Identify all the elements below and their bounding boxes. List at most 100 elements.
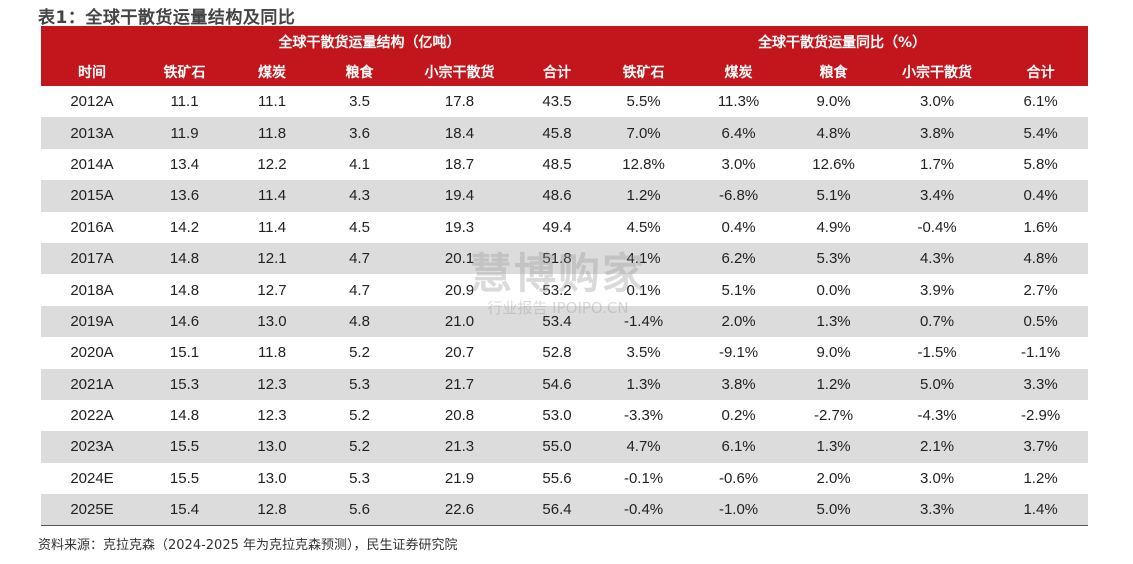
table-cell: 15.4 [143, 494, 226, 527]
table-cell: 22.6 [401, 494, 518, 527]
table-cell: 3.0% [721, 155, 756, 173]
table-cell: 12.8% [622, 155, 665, 173]
table-cell: 11.8 [257, 344, 287, 362]
table-cell: 20.8 [444, 407, 475, 425]
table-cell: 0.2% [721, 407, 756, 425]
table-cell: 4.1% [596, 242, 692, 275]
table-cell: 11.1 [170, 93, 199, 111]
table-cell: 53.0 [542, 407, 572, 425]
table-row: 2015A 13.6 11.4 4.3 19.4 48.6 1.2% -6.8% 5.1% 3.4… [41, 180, 1089, 212]
row-year-cell: 2025E [41, 494, 143, 527]
table-cell: 43.5 [542, 93, 572, 111]
column-header: 铁矿石 [143, 57, 226, 86]
table-cell: 5.2 [349, 344, 370, 362]
table-cell: 3.3% [881, 494, 994, 527]
table-cell: 4.7 [318, 242, 401, 275]
table-cell: -4.3% [917, 407, 957, 425]
table-cell: 4.7 [349, 281, 370, 299]
table-cell: 3.0% [919, 93, 955, 111]
table-cell: 5.3% [786, 242, 882, 275]
table-cell: 5.2 [318, 431, 401, 463]
row-year-cell: 2021A [41, 368, 143, 400]
column-header: 粮食 [786, 57, 882, 86]
header-group-row: 全球干散货运量结构（亿吨） 全球干散货运量同比（%） [41, 26, 1089, 57]
table-cell: 5.3 [349, 469, 370, 487]
table-cell: 1.3% [786, 305, 882, 338]
table-row: 2019A 14.6 13.0 4.8 21.0 53.4 -1.4% 2.0% 1.3% 0.7… [41, 305, 1089, 338]
table-cell: 18.4 [401, 117, 518, 149]
table-cell: 5.1% [786, 180, 882, 212]
column-header: 合计 [993, 57, 1089, 86]
table-cell: 12.2 [257, 155, 287, 173]
table-cell: 14.8 [143, 242, 226, 275]
table-cell: 1.7% [919, 155, 955, 173]
row-year-cell: 2015A [41, 180, 143, 212]
table-cell: 0.5% [993, 305, 1089, 338]
row-year-cell: 2023A [41, 431, 143, 463]
table-cell: 6.4% [691, 117, 787, 149]
header-group-yoy: 全球干散货运量同比（%） [596, 26, 1089, 57]
table-cell: 3.5 [349, 93, 370, 111]
table-cell: 15.1 [169, 344, 200, 362]
dry-bulk-table: 全球干散货运量结构（亿吨） 全球干散货运量同比（%） 时间 铁矿石 煤炭 粮食 小宗干散… [41, 26, 1089, 527]
table-cell: 48.6 [518, 180, 597, 212]
source-note: 资料来源：克拉克森（2024-2025 年为克拉克森预测），民生证券研究院 [38, 538, 458, 553]
table-cell: 56.4 [518, 494, 597, 527]
table-cell: 55.0 [518, 431, 597, 463]
table-cell: 5.2 [349, 407, 370, 425]
table-cell: 51.8 [518, 242, 597, 275]
table-cell: 11.8 [226, 117, 318, 149]
table-row: 2024E 15.5 13.0 5.3 21.9 55.6 -0.1% -0.6% 2.0% 3.… [41, 463, 1088, 494]
table-cell: 12.3 [226, 368, 318, 400]
table-cell: 5.0% [881, 368, 994, 400]
table-cell: 21.0 [401, 305, 518, 338]
column-header: 粮食 [318, 57, 401, 86]
table-cell: 5.5% [626, 93, 661, 111]
table-cell: -2.7% [813, 407, 854, 425]
table-cell: 5.4% [993, 117, 1089, 149]
table-cell: 54.6 [518, 368, 597, 400]
table-cell: 11.4 [257, 218, 287, 236]
table-cell: 1.2% [786, 368, 882, 400]
table-cell: 4.8 [318, 305, 401, 338]
table-cell: 0.0% [816, 281, 851, 299]
table-cell: 48.5 [542, 155, 572, 173]
table-cell: 0.4% [993, 180, 1089, 212]
table-cell: 17.8 [444, 93, 475, 111]
row-year-cell: 2016A [70, 218, 114, 236]
table-row: 2013A 11.9 11.8 3.6 18.4 45.8 7.0% 6.4% 4.8% 3.8%… [41, 117, 1089, 149]
column-header: 煤炭 [226, 57, 318, 86]
row-year-cell: 2018A [70, 281, 114, 299]
table-cell: 15.3 [143, 368, 226, 400]
table-cell: 7.0% [596, 117, 692, 149]
column-header: 铁矿石 [596, 57, 692, 86]
table-cell: 9.0% [816, 93, 851, 111]
table-cell: 3.0% [919, 469, 955, 487]
table-cell: 3.9% [919, 281, 955, 299]
table-cell: -0.6% [718, 469, 759, 487]
table-cell: -1.5% [917, 344, 957, 362]
table-cell: 11.3% [717, 93, 760, 111]
table-row: 2022A 14.8 12.3 5.2 20.8 53.0 -3.3% 0.2% -2.7% -4… [41, 400, 1088, 431]
table-cell: 1.2% [596, 180, 692, 212]
table-cell: 13.0 [226, 305, 318, 338]
table-cell: 14.8 [169, 281, 200, 299]
table-cell: 13.4 [169, 155, 200, 173]
table-cell: 15.5 [169, 469, 200, 487]
table-cell: 11.4 [226, 180, 318, 212]
table-cell: 19.3 [444, 218, 475, 236]
table-cell: 49.4 [542, 218, 572, 236]
table-cell: 6.1% [691, 431, 787, 463]
column-header: 时间 [41, 57, 143, 86]
table-cell: 2.1% [881, 431, 994, 463]
table-cell: 4.5% [626, 218, 661, 236]
row-year-cell: 2012A [70, 93, 114, 111]
table-cell: 9.0% [816, 344, 851, 362]
table-cell: 21.3 [401, 431, 518, 463]
table-cell: 5.3 [318, 368, 401, 400]
table-cell: -1.0% [691, 494, 787, 527]
row-year-cell: 2013A [41, 117, 143, 149]
table-cell: 11.9 [143, 117, 226, 149]
table-cell: 2.0% [691, 305, 787, 338]
table-cell: 12.8 [226, 494, 318, 527]
